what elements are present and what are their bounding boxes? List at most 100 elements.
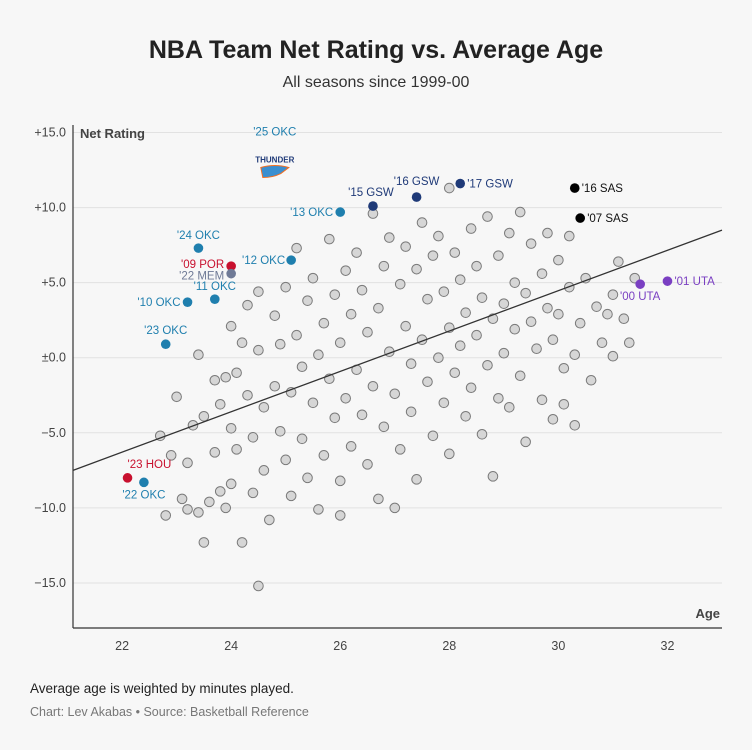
data-point	[438, 397, 450, 409]
data-point	[476, 429, 488, 440]
data-point	[433, 230, 444, 242]
highlighted-point	[193, 243, 204, 253]
data-point	[302, 472, 313, 484]
data-point	[334, 475, 346, 487]
x-tick-label: 32	[661, 639, 675, 653]
chart-title: NBA Team Net Rating vs. Average Age	[148, 36, 604, 64]
data-point	[569, 349, 581, 361]
data-point	[607, 350, 619, 362]
data-point	[411, 263, 422, 275]
highlighted-point	[286, 255, 296, 265]
footnote: Average age is weighted by minutes playe…	[30, 681, 294, 696]
data-point	[329, 289, 341, 300]
highlighted-point	[335, 207, 346, 217]
data-point	[405, 358, 417, 370]
data-point	[345, 308, 357, 320]
data-point	[514, 206, 526, 218]
data-point	[471, 260, 482, 272]
data-point	[563, 230, 575, 242]
point-label: '11 OKC	[194, 281, 236, 293]
data-point	[618, 313, 630, 324]
data-point	[569, 419, 581, 431]
point-label: '00 UTA	[620, 291, 661, 303]
point-label: '17 GSW	[467, 179, 513, 191]
data-point	[231, 444, 242, 455]
data-point	[509, 277, 521, 288]
data-point	[525, 316, 537, 327]
data-point	[444, 448, 455, 460]
data-point	[394, 278, 406, 290]
data-point	[236, 337, 248, 349]
data-point	[602, 308, 613, 320]
x-tick-label: 24	[224, 639, 238, 653]
data-point	[269, 310, 281, 321]
point-label: '23 HOU	[128, 459, 172, 471]
point-label: '22 OKC	[122, 489, 165, 501]
data-point	[438, 286, 450, 297]
data-point	[493, 392, 504, 404]
credit: Chart: Lev Akabas • Source: Basketball R…	[30, 705, 309, 719]
data-point	[536, 394, 548, 406]
data-point	[411, 474, 422, 485]
data-point	[509, 323, 521, 335]
data-point	[193, 349, 204, 361]
data-point	[514, 370, 526, 382]
data-point	[198, 537, 210, 548]
data-point	[231, 367, 242, 379]
data-point	[329, 412, 341, 424]
highlighted-point	[226, 268, 236, 279]
data-point	[209, 447, 221, 458]
data-point	[574, 317, 586, 329]
data-point	[520, 436, 531, 448]
point-label: '16 SAS	[582, 183, 624, 195]
highlighted-point	[122, 473, 133, 483]
data-point	[280, 281, 291, 293]
y-tick-label: −10.0	[34, 501, 66, 515]
data-point	[351, 247, 362, 258]
data-point	[324, 233, 335, 245]
data-point	[356, 284, 368, 296]
point-label: '22 MEM	[179, 271, 224, 283]
data-point	[416, 217, 428, 228]
data-point	[209, 374, 221, 386]
data-point	[242, 389, 253, 401]
point-label: '15 GSW	[348, 187, 394, 199]
data-point	[362, 326, 373, 338]
data-point	[258, 465, 270, 476]
x-tick-label: 28	[442, 639, 456, 653]
highlighted-point	[662, 276, 673, 286]
data-point	[225, 320, 237, 332]
data-point	[558, 362, 570, 374]
data-point	[356, 409, 368, 421]
data-point	[465, 382, 477, 394]
data-point	[389, 388, 401, 400]
data-point	[296, 433, 308, 445]
data-point	[176, 493, 188, 505]
data-point	[498, 298, 510, 309]
point-label: '16 GSW	[394, 176, 440, 188]
data-point	[460, 410, 471, 422]
data-point	[171, 391, 182, 403]
data-point	[460, 307, 471, 318]
data-point	[258, 401, 270, 413]
data-point	[613, 256, 624, 267]
y-tick-label: ±0.0	[42, 351, 66, 365]
highlighted-point	[569, 183, 580, 193]
data-point	[220, 502, 232, 514]
data-point	[427, 430, 439, 442]
y-tick-label: −15.0	[34, 576, 66, 590]
data-point	[542, 227, 553, 239]
data-point	[291, 329, 302, 341]
data-point	[465, 223, 477, 234]
highlighted-point	[635, 279, 645, 289]
data-point	[318, 317, 330, 329]
data-point	[454, 340, 466, 352]
data-point	[504, 227, 515, 239]
highlighted-point	[209, 294, 220, 304]
x-tick-label: 22	[115, 639, 129, 653]
x-axis-label: Age	[695, 606, 720, 621]
data-point	[160, 510, 172, 521]
data-point	[378, 421, 390, 433]
